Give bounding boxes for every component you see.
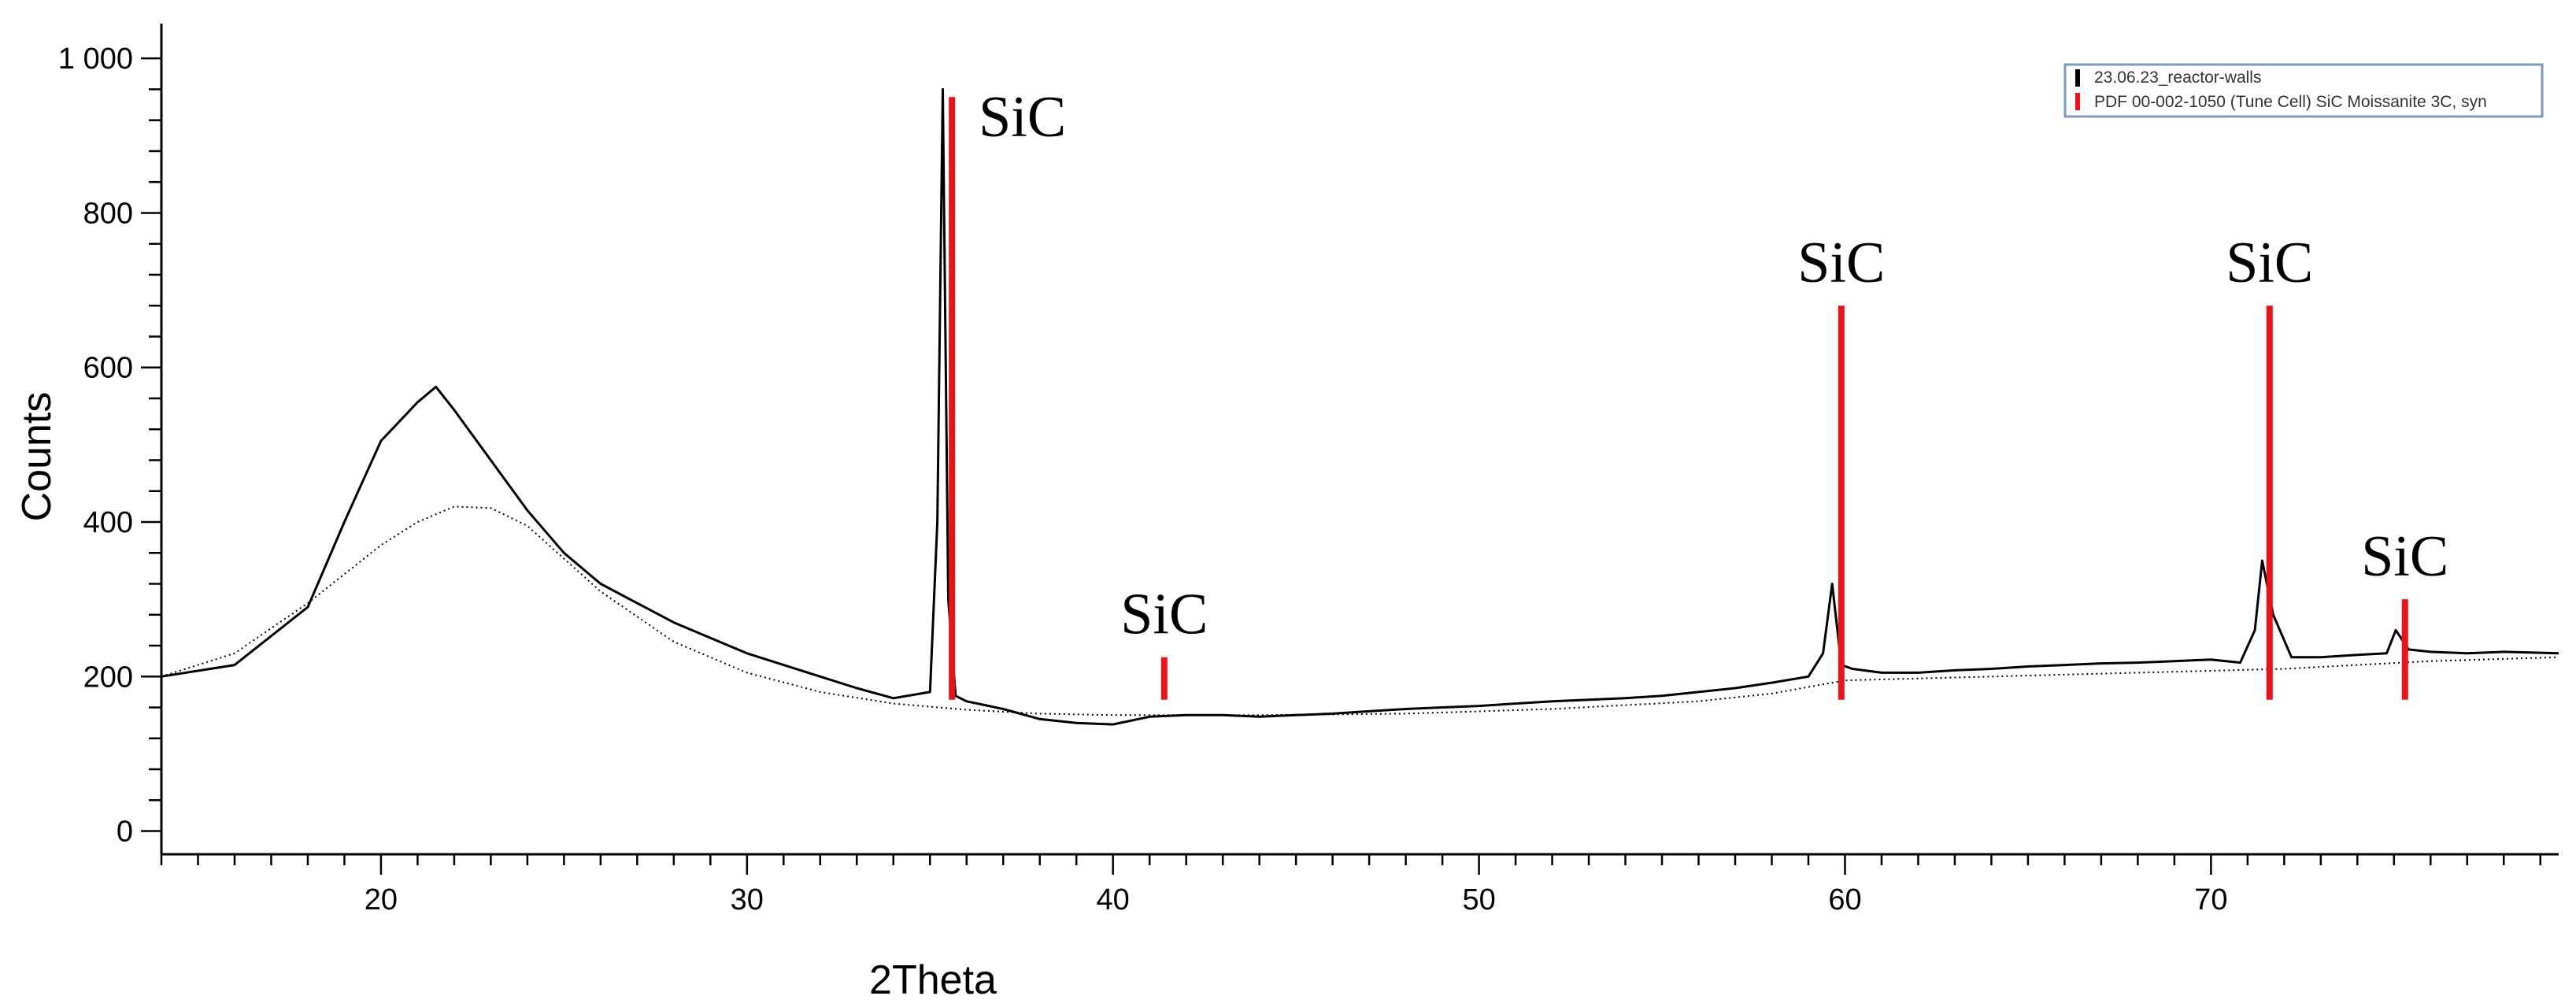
y-axis: 0 200 400 600 800 1 000 bbox=[58, 24, 163, 854]
legend-label-reference: PDF 00-002-1050 (Tune Cell) SiC Moissani… bbox=[2094, 93, 2487, 111]
series-line-reactor-walls bbox=[161, 87, 2559, 726]
reference-peaks bbox=[949, 97, 2408, 700]
y-tick-label: 600 bbox=[83, 352, 133, 385]
x-tick-label: 50 bbox=[1462, 883, 1495, 916]
legend-label-pattern: 23.06.23_reactor-walls bbox=[2094, 68, 2261, 87]
peak-label-sic-5: SiC bbox=[2361, 524, 2448, 589]
x-tick-label: 60 bbox=[1828, 883, 1861, 916]
y-tick-label: 800 bbox=[83, 197, 133, 230]
legend: 23.06.23_reactor-walls PDF 00-002-1050 (… bbox=[2063, 63, 2544, 118]
x-axis-title: 2Theta bbox=[869, 957, 997, 1003]
x-axis: 20 30 40 50 60 70 bbox=[160, 853, 2559, 916]
x-tick-label: 20 bbox=[365, 883, 398, 916]
legend-swatch-pattern bbox=[2075, 69, 2080, 87]
x-tick-label: 30 bbox=[731, 883, 764, 916]
peak-label-sic-4: SiC bbox=[2226, 231, 2313, 295]
legend-box bbox=[2063, 63, 2544, 118]
series-line-background bbox=[161, 505, 2559, 716]
y-axis-title: Counts bbox=[14, 392, 60, 522]
plot-area bbox=[161, 87, 2559, 726]
y-tick-label: 200 bbox=[83, 661, 133, 694]
peak-label-sic-3: SiC bbox=[1797, 231, 1885, 295]
x-tick-label: 70 bbox=[2194, 883, 2227, 916]
peak-label-sic-2: SiC bbox=[1120, 583, 1208, 647]
y-tick-label: 1 000 bbox=[58, 43, 133, 76]
peak-labels: SiC SiC SiC SiC SiC bbox=[979, 85, 2448, 647]
legend-swatch-reference bbox=[2075, 93, 2080, 110]
x-tick-label: 40 bbox=[1097, 883, 1130, 916]
y-tick-label: 400 bbox=[83, 506, 133, 539]
y-tick-label: 0 bbox=[117, 816, 133, 849]
peak-label-sic-1: SiC bbox=[979, 85, 1066, 150]
